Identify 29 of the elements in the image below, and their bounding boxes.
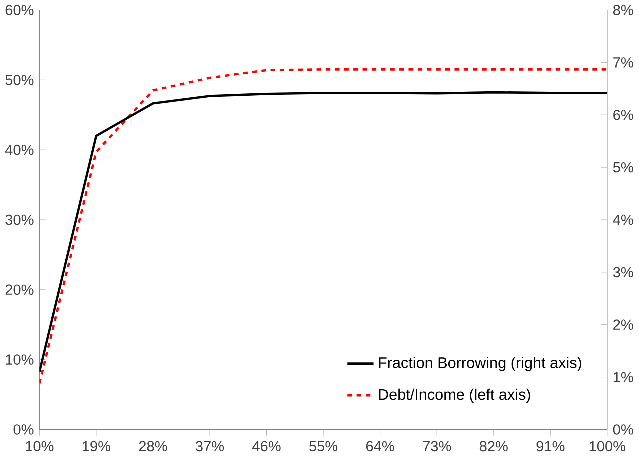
- y2-tick-label: 7%: [614, 58, 634, 68]
- y-tick-label: 10%: [6, 354, 34, 366]
- x-tick-label: 37%: [196, 441, 224, 452]
- x-tick-label: 46%: [252, 441, 281, 452]
- y2-tick-label: 3%: [613, 267, 634, 278]
- y2-tick-label: 4%: [613, 215, 634, 226]
- y2-tick-label: 5%: [613, 162, 634, 173]
- legend-label: Debt/Income (left axis): [379, 389, 530, 404]
- y2-tick-label: 8%: [613, 5, 634, 16]
- y2-tick-label: 0%: [613, 424, 634, 436]
- x-tick-label: 10%: [26, 441, 54, 452]
- y-tick-label: 0%: [14, 424, 34, 436]
- x-tick-label: 82%: [480, 441, 508, 452]
- x-tick-label: 91%: [536, 441, 565, 452]
- y2-tick-label: 6%: [614, 110, 634, 120]
- y2-tick-label: 1%: [614, 372, 634, 383]
- x-tick-label: 28%: [139, 441, 168, 452]
- y2-tick-label: 2%: [614, 320, 634, 330]
- x-tick-label: 19%: [82, 441, 110, 452]
- y-tick-label: 60%: [6, 5, 34, 16]
- y-tick-label: 50%: [6, 75, 34, 86]
- legend-label: Fraction Borrowing (right axis): [379, 357, 582, 372]
- y-tick-label: 20%: [6, 284, 34, 296]
- x-tick-label: 100%: [590, 441, 626, 452]
- x-tick-label: 73%: [423, 441, 452, 452]
- y-tick-label: 40%: [5, 145, 34, 156]
- x-tick-label: 64%: [366, 441, 394, 452]
- x-tick-label: 55%: [310, 441, 338, 452]
- y-tick-label: 30%: [6, 214, 34, 226]
